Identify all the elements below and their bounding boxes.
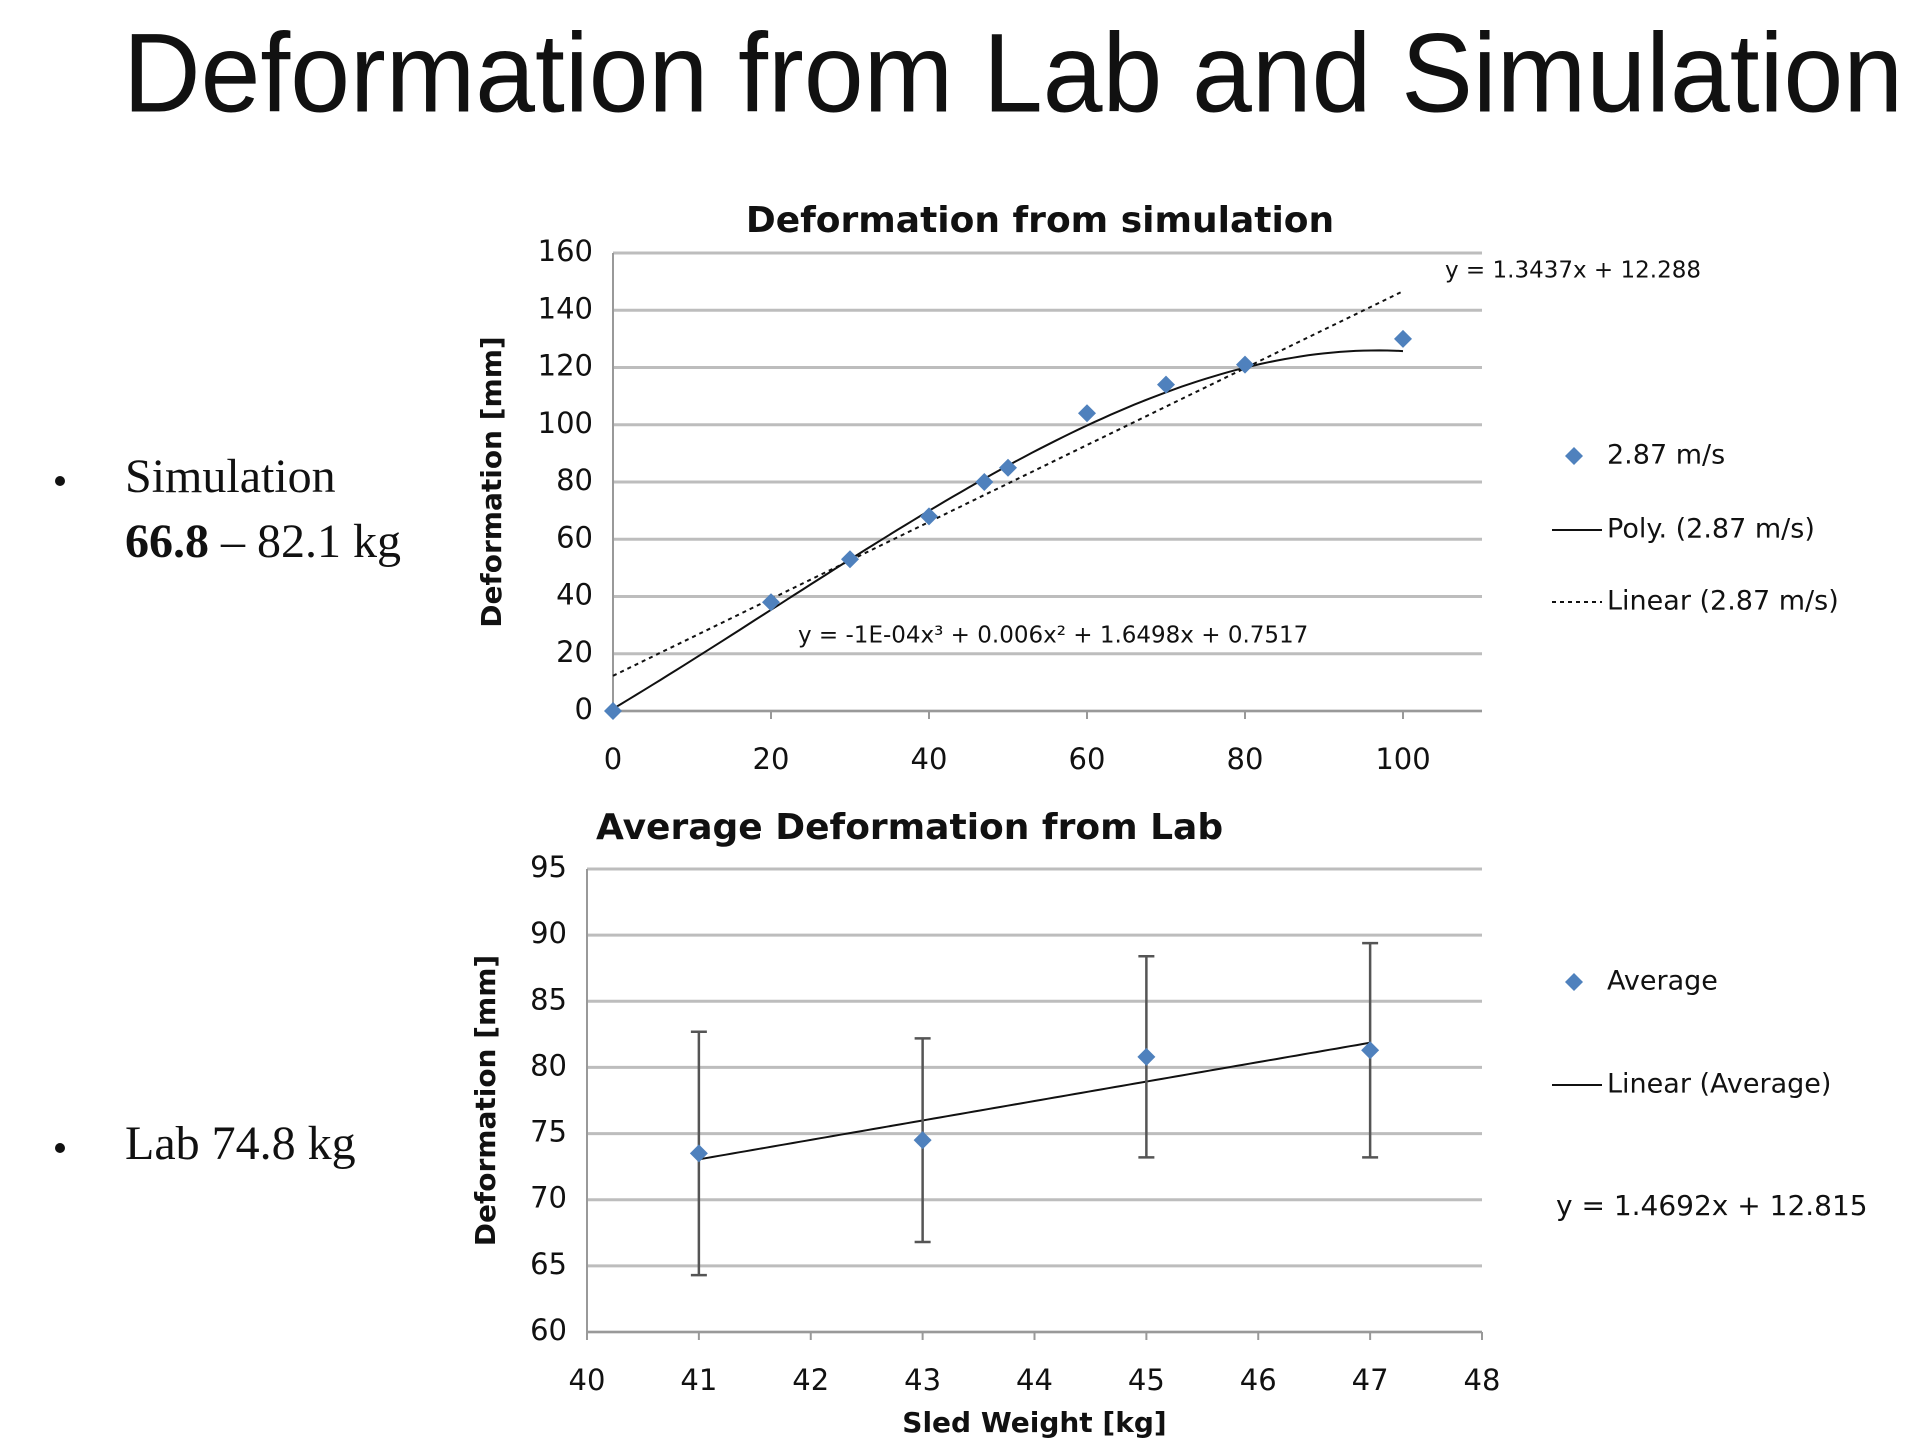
- y-tick-label: 60: [530, 1313, 567, 1347]
- bullet-text: 66.8– 82.1 kg: [125, 515, 401, 568]
- y-tick-label: 100: [538, 406, 593, 440]
- x-axis-label: Sled Weight [kg]: [902, 1406, 1166, 1439]
- x-tick-label: 47: [1352, 1363, 1389, 1397]
- data-point: [762, 593, 780, 612]
- data-point: [689, 1144, 708, 1163]
- y-tick-label: 140: [538, 291, 593, 325]
- legend-label: 2.87 m/s: [1607, 440, 1725, 471]
- chart-title: Average Deformation from Lab: [596, 807, 1223, 848]
- y-tick-label: 70: [530, 1181, 567, 1215]
- bullet-text: Lab 74.8 kg: [125, 1117, 356, 1170]
- y-axis-label: Deformation [mm]: [475, 336, 508, 627]
- trendline-equation: y = 1.4692x + 12.815: [1556, 1189, 1868, 1222]
- x-tick-label: 40: [911, 742, 948, 776]
- data-point: [913, 1131, 932, 1150]
- bullet-bold: 66.8: [125, 515, 209, 568]
- slide-title: Deformation from Lab and Simulation: [123, 11, 1903, 136]
- legend-marker: [1565, 447, 1583, 465]
- x-tick-label: 100: [1375, 742, 1430, 776]
- x-tick-label: 43: [904, 1363, 941, 1397]
- data-point: [841, 550, 859, 569]
- data-point: [975, 473, 994, 491]
- trendline-equation: y = 1.3437x + 12.288: [1445, 258, 1701, 284]
- y-tick-label: 20: [556, 635, 593, 669]
- y-tick-label: 160: [538, 234, 593, 268]
- legend-label: Linear (2.87 m/s): [1607, 586, 1839, 617]
- data-point: [999, 458, 1017, 477]
- y-tick-label: 85: [530, 982, 567, 1016]
- legend-label: Average: [1607, 966, 1718, 997]
- data-point: [1361, 1041, 1380, 1060]
- x-tick-label: 60: [1069, 742, 1106, 776]
- y-tick-label: 120: [538, 349, 593, 383]
- y-tick-label: 95: [530, 850, 567, 884]
- x-tick-label: 80: [1227, 742, 1264, 776]
- x-tick-label: 42: [792, 1363, 829, 1397]
- x-tick-label: 0: [604, 742, 622, 776]
- y-tick-label: 80: [530, 1048, 567, 1082]
- y-tick-label: 80: [556, 463, 593, 497]
- bullet-text: Simulation: [125, 450, 336, 503]
- y-tick-label: 90: [530, 916, 567, 950]
- data-point: [1394, 329, 1412, 348]
- y-tick-label: 40: [556, 578, 593, 612]
- trendline-equation: y = -1E-04x³ + 0.006x² + 1.6498x + 0.751…: [798, 623, 1308, 649]
- data-point: [1137, 1047, 1156, 1066]
- legend-label: Poly. (2.87 m/s): [1607, 514, 1815, 545]
- bullet-dot: [55, 1143, 65, 1153]
- data-point: [1157, 375, 1175, 394]
- trendline: [612, 290, 1404, 677]
- y-tick-label: 60: [556, 520, 593, 554]
- legend-marker: [1565, 973, 1583, 991]
- bullet-rest: – 82.1 kg: [220, 515, 401, 568]
- data-point: [1236, 355, 1254, 374]
- legend-label: Linear (Average): [1607, 1069, 1831, 1100]
- x-tick-label: 46: [1240, 1363, 1277, 1397]
- x-tick-label: 44: [1016, 1363, 1053, 1397]
- x-tick-label: 40: [569, 1363, 606, 1397]
- x-tick-label: 48: [1464, 1363, 1501, 1397]
- data-point: [920, 507, 938, 526]
- x-tick-label: 41: [680, 1363, 717, 1397]
- bullet-dot: [55, 476, 65, 486]
- x-tick-label: 45: [1128, 1363, 1165, 1397]
- y-tick-label: 75: [530, 1115, 567, 1149]
- chart-title: Deformation from simulation: [746, 200, 1334, 241]
- trendline: [698, 1041, 1371, 1161]
- y-tick-label: 0: [575, 692, 593, 726]
- data-point: [1078, 404, 1096, 423]
- x-tick-label: 20: [753, 742, 790, 776]
- y-tick-label: 65: [530, 1247, 567, 1281]
- y-axis-label: Deformation [mm]: [469, 955, 502, 1246]
- data-point: [604, 702, 622, 720]
